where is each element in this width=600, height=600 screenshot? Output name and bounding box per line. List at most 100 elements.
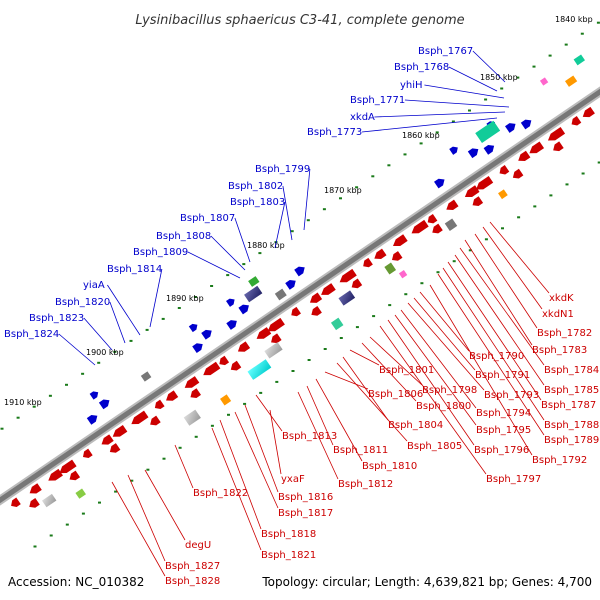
tick-mark bbox=[114, 490, 118, 493]
tick-mark bbox=[436, 271, 440, 274]
reverse-gene-arrow bbox=[29, 497, 40, 508]
tick-mark bbox=[533, 205, 537, 208]
leader-line bbox=[244, 404, 279, 493]
reverse-gene-arrow bbox=[184, 376, 200, 388]
leader-line bbox=[297, 391, 339, 480]
reverse-gene-label: Bsph_1785 bbox=[544, 385, 599, 396]
forward-gene-label: Bsph_1803 bbox=[230, 197, 285, 208]
forward-gene-arrow bbox=[226, 320, 237, 330]
reverse-gene-arrow bbox=[11, 497, 21, 507]
forward-gene-label: Bsph_1768 bbox=[394, 62, 449, 73]
tick-mark bbox=[372, 315, 376, 318]
tick-mark bbox=[323, 348, 327, 350]
forward-gene-arrow bbox=[505, 123, 516, 133]
tick-mark bbox=[146, 468, 150, 471]
leader-line bbox=[187, 251, 241, 279]
reverse-gene-arrow bbox=[363, 257, 373, 268]
reverse-gene-arrow bbox=[101, 434, 114, 445]
tick-mark bbox=[49, 534, 53, 537]
reverse-gene-label: Bsph_1812 bbox=[338, 479, 393, 490]
leader-line bbox=[361, 342, 417, 402]
reverse-gene-arrow bbox=[427, 213, 438, 224]
reverse-gene-arrow bbox=[547, 127, 566, 141]
reverse-gene-arrow bbox=[82, 448, 93, 459]
forward-gene-arrow bbox=[192, 343, 203, 354]
kbp-label: 1880 kbp bbox=[247, 241, 285, 250]
tick-mark bbox=[177, 307, 181, 309]
leader-line bbox=[336, 362, 408, 442]
reverse-gene-arrow bbox=[267, 317, 285, 332]
reverse-gene-arrow bbox=[391, 251, 403, 261]
leader-line bbox=[361, 117, 498, 133]
reverse-gene-arrow bbox=[59, 459, 77, 474]
forward-gene-arrow bbox=[483, 145, 495, 155]
reverse-gene-arrow bbox=[112, 424, 128, 437]
feature-block bbox=[247, 359, 272, 380]
leader-line bbox=[83, 317, 113, 351]
forward-gene-label: Bsph_1824 bbox=[4, 329, 59, 340]
leader-line bbox=[282, 185, 293, 241]
leader-line bbox=[447, 261, 542, 401]
tick-mark bbox=[339, 197, 342, 200]
leader-line bbox=[404, 99, 510, 108]
reverse-gene-arrow bbox=[432, 223, 443, 234]
tick-mark bbox=[322, 208, 326, 211]
reverse-gene-arrow bbox=[392, 234, 408, 247]
tick-mark bbox=[306, 219, 310, 222]
tick-mark bbox=[564, 43, 568, 46]
tick-mark bbox=[307, 359, 311, 361]
feature-block bbox=[183, 409, 201, 426]
leader-line bbox=[454, 254, 545, 386]
leader-line bbox=[144, 469, 186, 541]
reverse-gene-label: Bsph_1822 bbox=[193, 488, 248, 499]
tick-mark bbox=[259, 391, 263, 394]
topology-label: Topology: circular; Length: 4,639,821 bp… bbox=[261, 575, 592, 589]
reverse-gene-arrow bbox=[339, 268, 357, 283]
forward-gene-label: Bsph_1814 bbox=[107, 264, 162, 275]
reverse-gene-arrow bbox=[309, 292, 323, 303]
reverse-gene-arrow bbox=[109, 443, 121, 453]
forward-gene-arrow bbox=[89, 391, 99, 400]
tick-mark bbox=[565, 183, 569, 186]
tick-mark bbox=[81, 512, 85, 515]
reverse-gene-label: Bsph_1806 bbox=[368, 389, 423, 400]
tick-mark bbox=[387, 164, 391, 167]
leader-line bbox=[394, 314, 477, 426]
leader-line bbox=[464, 239, 533, 346]
tick-mark bbox=[98, 501, 101, 504]
feature-block bbox=[75, 488, 86, 499]
tick-mark bbox=[580, 32, 584, 35]
tick-mark bbox=[548, 54, 552, 57]
feature-block bbox=[398, 270, 408, 279]
reverse-gene-label: Bsph_1801 bbox=[379, 365, 434, 376]
leader-line bbox=[211, 427, 262, 551]
feature-block bbox=[573, 54, 585, 66]
forward-gene-label: Bsph_1799 bbox=[255, 164, 310, 175]
forward-gene-arrow bbox=[238, 304, 249, 315]
leader-line bbox=[400, 309, 477, 409]
kbp-label: 1860 kbp bbox=[402, 131, 440, 140]
leader-line bbox=[489, 221, 550, 294]
reverse-gene-arrow bbox=[48, 468, 63, 481]
forward-gene-arrow bbox=[98, 399, 110, 410]
feature-block bbox=[41, 493, 57, 508]
leader-line bbox=[219, 419, 262, 530]
tick-mark bbox=[452, 260, 456, 263]
leader-line bbox=[210, 235, 246, 271]
leader-line bbox=[424, 84, 505, 99]
reverse-gene-label: Bsph_1789 bbox=[544, 435, 599, 446]
leader-line bbox=[109, 301, 126, 344]
tick-mark bbox=[596, 21, 600, 24]
reverse-gene-label: Bsph_1794 bbox=[476, 408, 531, 419]
leader-line bbox=[349, 349, 380, 366]
reverse-gene-arrow bbox=[230, 360, 242, 371]
tick-mark bbox=[48, 394, 52, 397]
tick-mark bbox=[161, 317, 165, 320]
forward-gene-arrow bbox=[520, 119, 532, 130]
reverse-gene-label: Bsph_1793 bbox=[484, 390, 539, 401]
reverse-gene-arrow bbox=[464, 185, 480, 198]
leader-line bbox=[127, 474, 166, 562]
reverse-gene-label: Bsph_1788 bbox=[544, 420, 599, 431]
kbp-label: 1870 kbp bbox=[324, 186, 362, 195]
tick-mark bbox=[210, 424, 214, 427]
